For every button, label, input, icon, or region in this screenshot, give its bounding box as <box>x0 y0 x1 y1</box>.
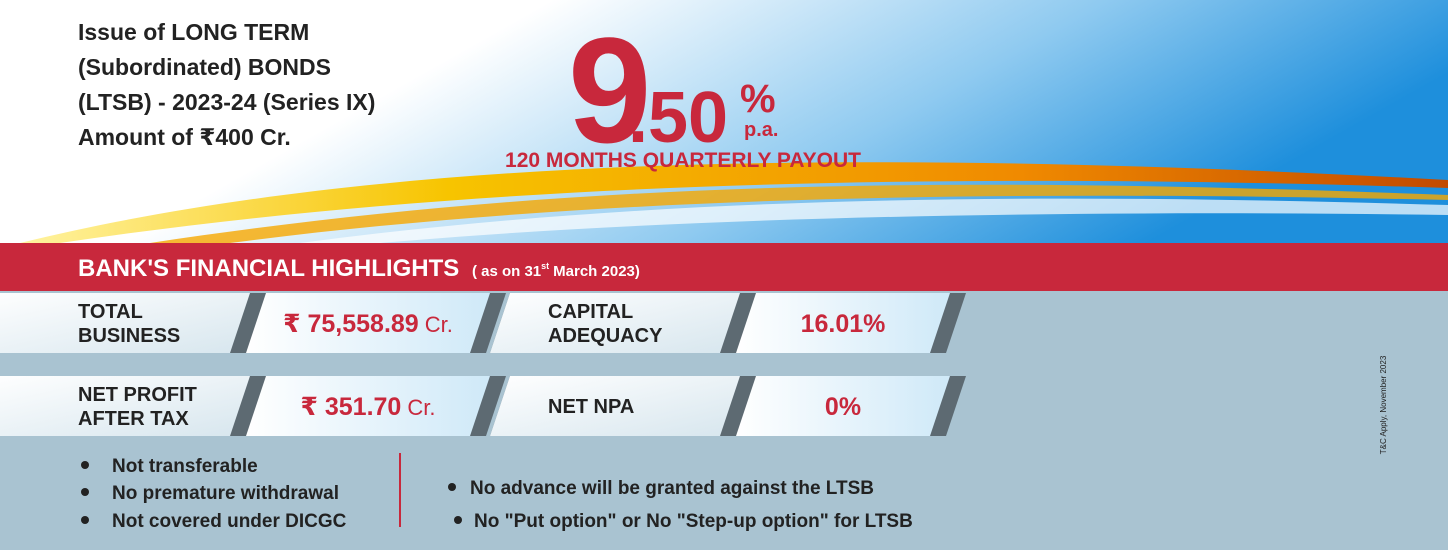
box-value: ₹ 351.70 Cr. <box>301 393 436 421</box>
box-label: NET NPA <box>548 396 634 418</box>
bullet <box>81 488 89 496</box>
value-box <box>246 376 490 436</box>
box-value: 16.01% <box>801 310 886 338</box>
rate-tenure: 120 MONTHS QUARTERLY PAYOUT <box>505 149 861 172</box>
highlights-title-text: BANK'S FINANCIAL HIGHLIGHTS <box>78 255 459 282</box>
value-amount: 16.01% <box>801 310 886 338</box>
bullet <box>454 516 462 524</box>
value-amount: ₹ 351.70 <box>301 393 402 421</box>
box-value: 0% <box>825 393 861 421</box>
header-line: (LTSB) - 2023-24 (Series IX) <box>78 89 375 115</box>
value-unit: Cr. <box>407 395 435 420</box>
as-on: ( as on 31 <box>472 263 541 280</box>
header-line: Amount of ₹400 Cr. <box>78 124 291 150</box>
value-amount: ₹ 75,558.89 <box>283 310 419 338</box>
header-line: Issue of LONG TERM <box>78 19 309 45</box>
features: Not transferable No premature withdrawal… <box>81 453 913 532</box>
box-value: ₹ 75,558.89 Cr. <box>283 310 453 338</box>
value-amount: 0% <box>825 393 861 421</box>
rate-whole: 9 <box>568 6 647 174</box>
value-unit: Cr. <box>425 312 453 337</box>
feature: Not transferable <box>112 456 258 477</box>
value-box <box>736 376 950 436</box>
bullet <box>448 483 456 491</box>
bullet <box>81 516 89 524</box>
feature: Not covered under DICGC <box>112 511 347 532</box>
feature: No advance will be granted against the L… <box>470 478 874 499</box>
label-box <box>0 376 250 436</box>
header-line: (Subordinated) BONDS <box>78 54 331 80</box>
box-label: ADEQUACY <box>548 325 663 347</box>
feature: No premature withdrawal <box>112 483 339 504</box>
box-label: AFTER TAX <box>78 408 189 430</box>
bullet <box>81 461 89 469</box>
swoosh <box>20 162 1448 243</box>
value-box <box>246 293 490 353</box>
swoosh-2 <box>150 184 1448 243</box>
header: Issue of LONG TERM (Subordinated) BONDS … <box>78 19 375 150</box>
rate-period: p.a. <box>744 119 778 141</box>
footnote: T&C Apply, November 2023 <box>1379 355 1388 454</box>
rate: 9 .50 % p.a. 120 MONTHS QUARTERLY PAYOUT <box>505 6 861 174</box>
highlights-title: BANK'S FINANCIAL HIGHLIGHTS ( as on 31st… <box>78 255 640 282</box>
label-box <box>490 293 740 353</box>
label-box <box>0 293 250 353</box>
rate-fraction: .50 <box>628 78 728 158</box>
label-box <box>490 376 740 436</box>
box-label: BUSINESS <box>78 325 180 347</box>
value-box <box>736 293 950 353</box>
swoosh-light <box>300 198 1448 243</box>
box-label: TOTAL <box>78 301 143 323</box>
box-label: NET PROFIT <box>78 384 197 406</box>
feature: No "Put option" or No "Step-up option" f… <box>474 511 913 532</box>
box-label: CAPITAL <box>548 301 633 323</box>
as-on-suffix: st <box>541 261 549 271</box>
as-on-rest: March 2023) <box>553 263 640 280</box>
highlights-band <box>0 243 1448 291</box>
rate-percent: % <box>740 77 776 121</box>
